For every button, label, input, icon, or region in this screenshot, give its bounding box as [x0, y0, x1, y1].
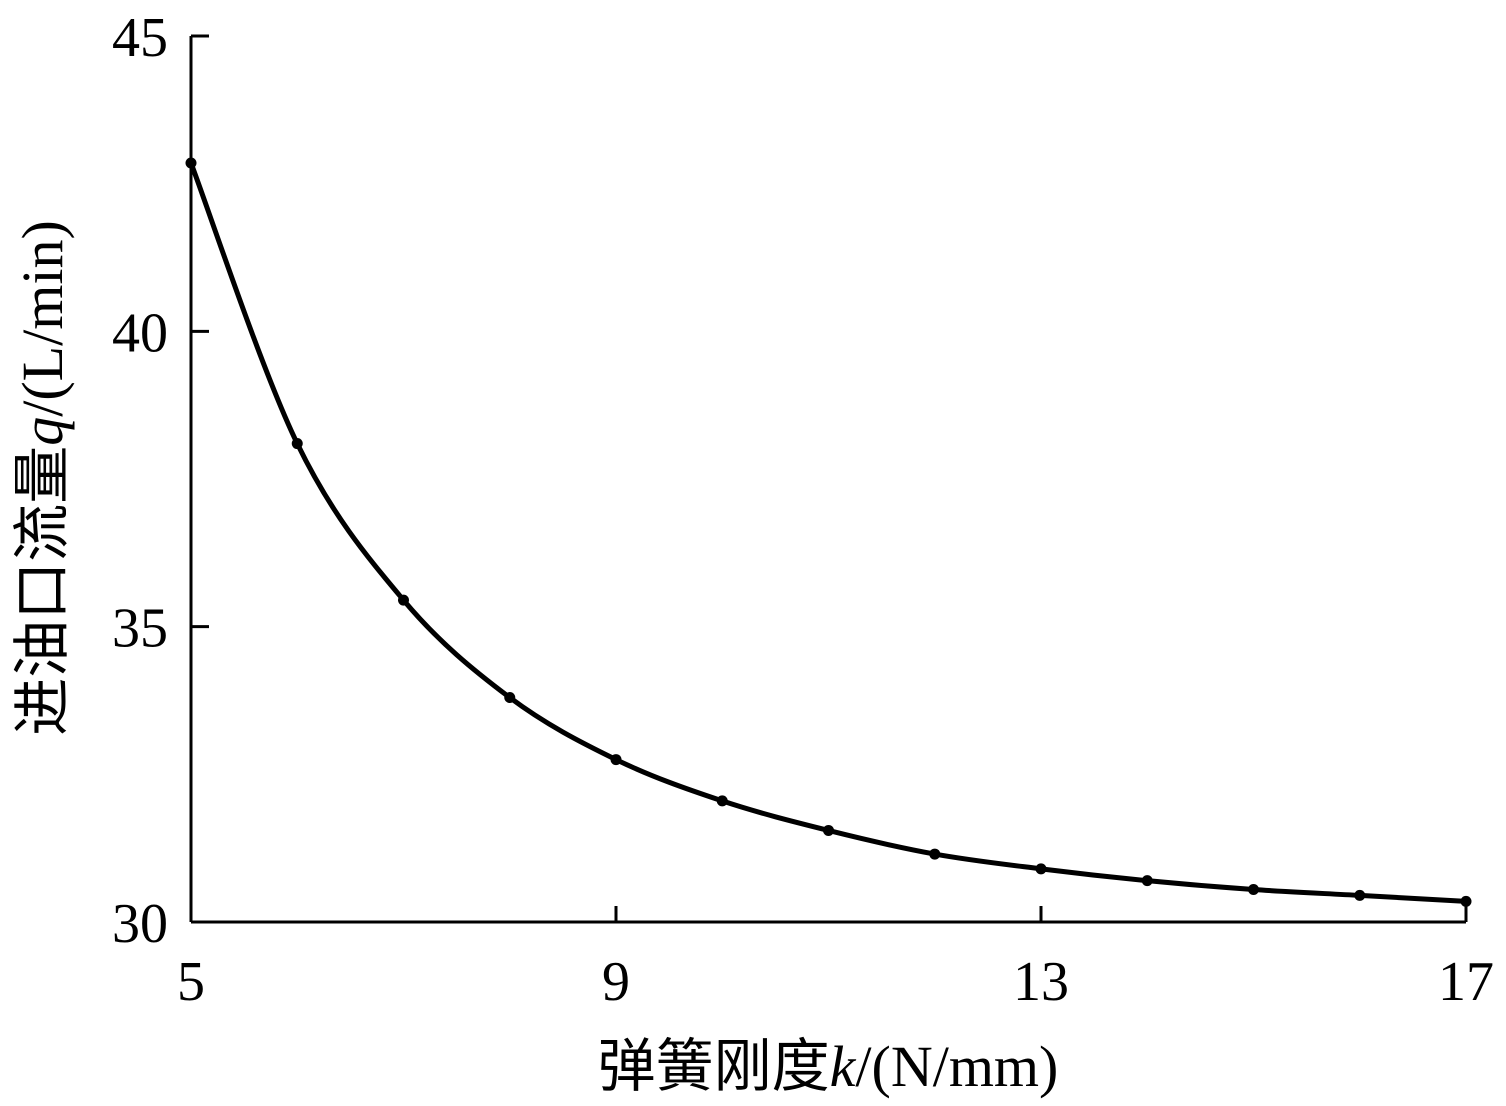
- y-tick-label: 35: [112, 598, 168, 660]
- data-point: [185, 157, 197, 169]
- x-axis-title-variable: k: [830, 1034, 857, 1099]
- x-tick-label: 9: [602, 951, 630, 1013]
- data-point: [1460, 895, 1472, 907]
- data-point: [1248, 884, 1259, 896]
- data-point: [929, 848, 941, 860]
- y-axis-title: 进油口流量q/(L/min): [10, 220, 75, 736]
- y-axis-title-variable: q: [10, 417, 75, 446]
- series-line: [188, 160, 1469, 904]
- data-point: [716, 795, 728, 807]
- y-axis-title-prefix: 进油口流量: [10, 446, 75, 736]
- data-point: [291, 438, 303, 450]
- y-tick-label: 40: [112, 302, 168, 364]
- x-axis-title: 弹簧刚度k/(N/mm): [598, 1034, 1059, 1099]
- y-tick-label: 30: [112, 893, 168, 955]
- y-axis-title-unit: /(L/min): [10, 220, 75, 417]
- x-tick-label: 17: [1438, 951, 1494, 1013]
- data-point: [823, 824, 834, 836]
- series-markers: [185, 157, 1472, 907]
- data-point: [398, 594, 409, 606]
- x-axis-title-unit: /(N/mm): [855, 1034, 1058, 1099]
- x-tick-label: 5: [177, 951, 205, 1013]
- x-tick-label: 13: [1013, 951, 1069, 1013]
- data-point: [1354, 889, 1366, 901]
- data-point: [610, 754, 622, 766]
- data-point: [504, 692, 516, 704]
- y-axis-ticks: 30 35 40 45: [112, 7, 209, 955]
- x-axis-title-prefix: 弹簧刚度: [598, 1034, 830, 1099]
- y-tick-label: 45: [112, 7, 168, 69]
- data-point: [1141, 875, 1153, 887]
- data-point: [1035, 863, 1047, 875]
- x-axis-ticks: 5 9 13 17: [177, 906, 1494, 1013]
